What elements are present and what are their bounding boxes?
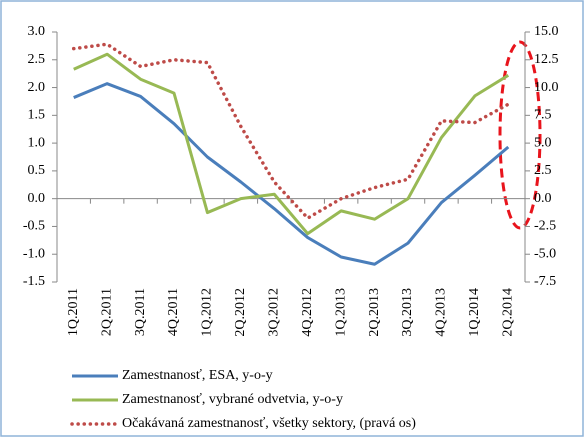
x-tick-label: 2Q.2012 [233, 288, 248, 337]
x-tick-label: 1Q.2012 [200, 288, 215, 337]
y2-tick-label: 0.0 [534, 191, 552, 206]
legend-label: Zamestnanosť, ESA, y-o-y [122, 368, 273, 383]
x-tick-label: 4Q.2012 [300, 288, 315, 337]
y-tick-label: 2.0 [28, 80, 46, 95]
y2-tick-label: 2.5 [534, 163, 552, 178]
x-tick-label: 4Q.2011 [166, 288, 181, 336]
y-tick-label: 3.0 [28, 24, 46, 39]
y2-tick-label: -7.5 [534, 274, 556, 289]
series-line [73, 52, 510, 236]
x-tick-label: 2Q.2014 [501, 288, 516, 337]
y2-tick-label: -5.0 [534, 246, 556, 261]
x-tick-label: 2Q.2013 [367, 288, 382, 337]
y2-tick-label: 10.0 [534, 80, 559, 95]
y2-tick-label: 5.0 [534, 135, 552, 150]
x-tick-label: 3Q.2013 [400, 288, 415, 337]
y-tick-label: 2.5 [28, 52, 46, 67]
legend-label: Očakávaná zamestnanosť, všetky sektory, … [122, 416, 416, 431]
x-tick-label: 3Q.2012 [267, 288, 282, 337]
x-tick-label: 1Q.2011 [66, 288, 81, 336]
y-tick-label: -1.0 [23, 246, 45, 261]
y2-tick-label: -2.5 [534, 219, 556, 234]
y-tick-label: -1.5 [23, 274, 45, 289]
y-tick-label: 0.0 [28, 191, 46, 206]
x-tick-label: 2Q.2011 [99, 288, 114, 336]
y2-tick-label: 12.5 [534, 52, 559, 67]
y2-tick-label: 7.5 [534, 108, 552, 123]
x-tick-label: 1Q.2013 [333, 288, 348, 337]
y-tick-label: 1.0 [28, 135, 46, 150]
y-tick-label: 0.5 [28, 163, 46, 178]
x-tick-label: 4Q.2013 [434, 288, 449, 337]
y-tick-label: -0.5 [23, 219, 45, 234]
x-tick-label: 3Q.2011 [133, 288, 148, 336]
x-tick-label: 1Q.2014 [467, 288, 482, 337]
series-line [71, 42, 511, 220]
series-line [73, 82, 510, 266]
legend-label: Zamestnanosť, vybrané odvetvia, y-o-y [122, 392, 343, 407]
y2-tick-label: 15.0 [534, 24, 559, 39]
highlight-ellipse [498, 40, 542, 230]
y-tick-label: 1.5 [28, 108, 46, 123]
